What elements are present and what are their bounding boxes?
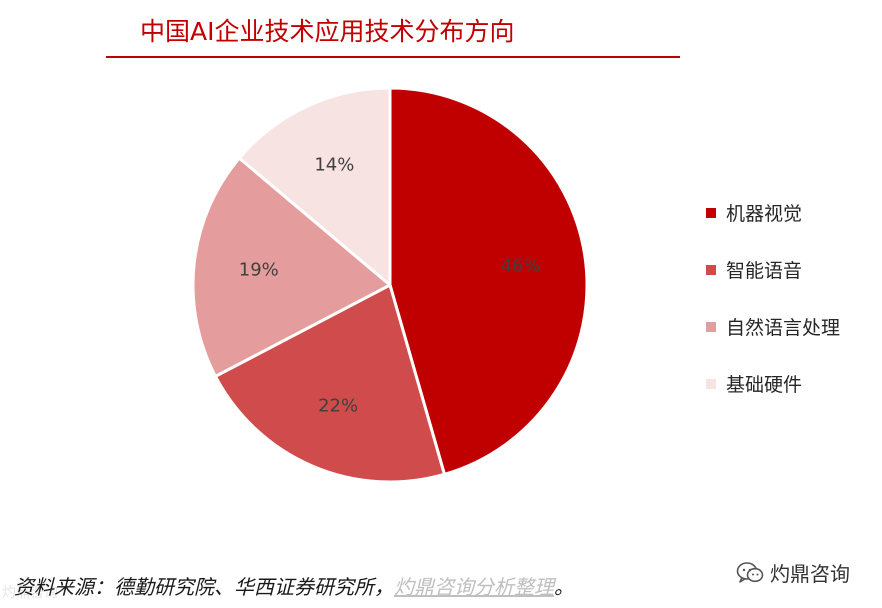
title-underline [106, 56, 680, 58]
legend-label: 机器视觉 [726, 203, 803, 225]
source-suffix: 。 [554, 575, 574, 599]
account-name: 灼鼎咨询 [770, 562, 850, 586]
legend-label: 智能语音 [726, 260, 803, 282]
wechat-account-badge: 灼鼎咨询 [736, 558, 850, 587]
chart-title: 中国AI企业技术应用技术分布方向 [140, 17, 515, 46]
legend-item-machine-vision: 机器视觉 [706, 184, 840, 241]
pie-slice-2 [213, 283, 446, 484]
source-highlight: 灼鼎咨询分析整理 [394, 575, 554, 599]
legend-item-nlp: 自然语言处理 [706, 298, 840, 355]
wechat-icon [736, 561, 764, 583]
slice-value-label-2: 22% [318, 395, 358, 416]
chart-legend: 机器视觉 智能语音 自然语言处理 基础硬件 [706, 184, 840, 412]
legend-swatch [706, 321, 716, 332]
legend-item-basic-hardware: 基础硬件 [706, 355, 840, 412]
legend-swatch [706, 264, 716, 275]
slice-value-label-4: 14% [314, 154, 354, 175]
legend-label: 自然语言处理 [726, 317, 841, 339]
legend-swatch [706, 207, 716, 218]
legend-item-smart-voice: 智能语音 [706, 241, 840, 298]
pie-slice-4 [237, 86, 392, 287]
pie-slice-3 [191, 156, 392, 378]
pie-slice-1 [388, 86, 589, 476]
source-prefix: 资料来源：德勤研究院、华西证券研究所， [14, 575, 394, 599]
legend-swatch [706, 378, 716, 389]
watermark-text: 灼鼎咨询 [2, 585, 58, 601]
source-note: 资料来源：德勤研究院、华西证券研究所，灼鼎咨询分析整理。 [14, 571, 574, 600]
slice-value-label-3: 19% [239, 260, 279, 281]
slice-value-label-1: 46% [501, 256, 541, 277]
legend-label: 基础硬件 [726, 374, 803, 396]
